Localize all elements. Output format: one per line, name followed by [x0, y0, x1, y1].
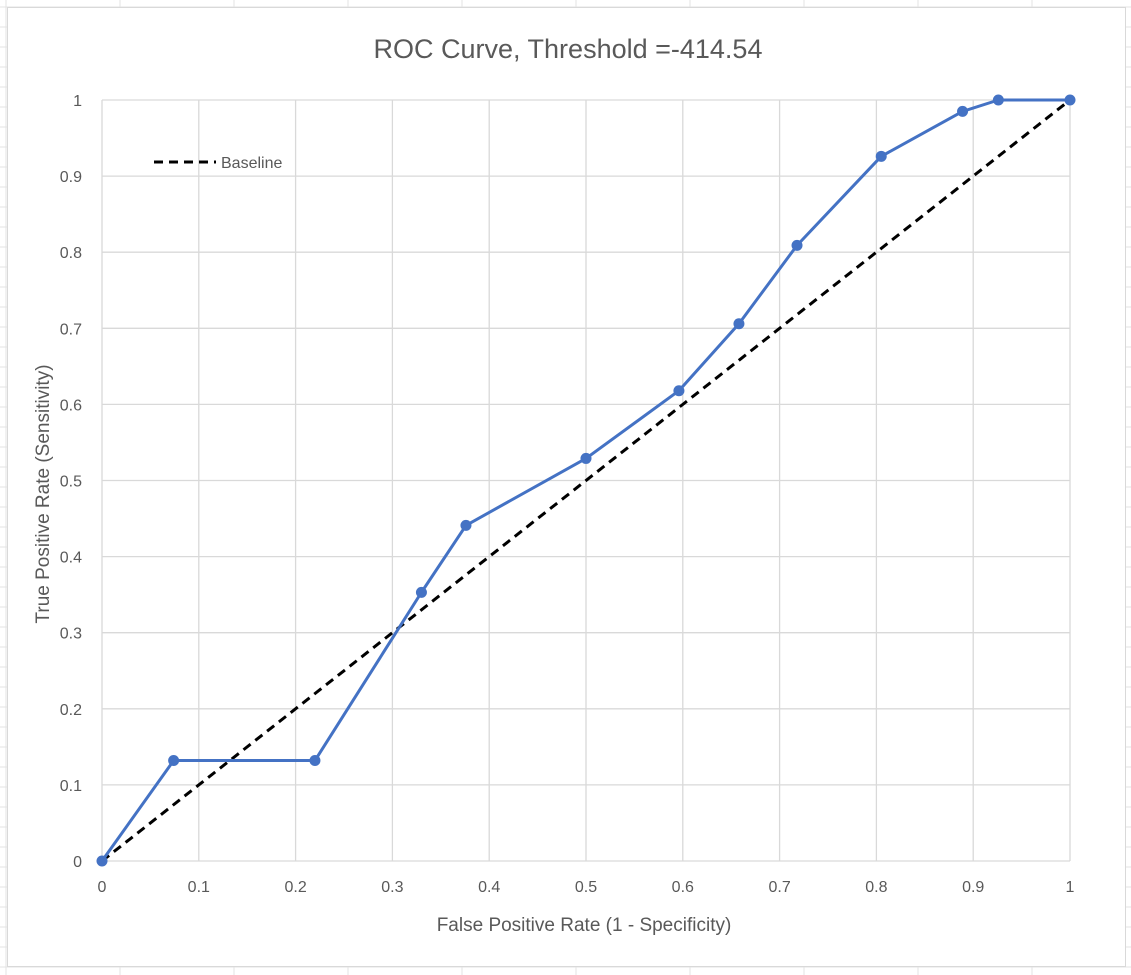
- x-axis-tick-labels: 0 0.1 0.2 0.3 0.4 0.5 0.6 0.7 0.8 0.9 1: [98, 879, 1075, 896]
- y-axis-title: True Positive Rate (Sensitivity): [33, 364, 54, 623]
- legend: Baseline: [154, 155, 282, 172]
- y-axis-tick-labels: 0 0.1 0.2 0.3 0.4 0.5 0.6 0.7 0.8 0.9 1: [60, 93, 82, 871]
- x-tick-label: 1: [1066, 879, 1075, 896]
- y-tick-label: 0.8: [60, 245, 82, 262]
- x-tick-label: 0: [98, 879, 107, 896]
- y-tick-label: 0.6: [60, 397, 82, 414]
- roc-data-point: [309, 755, 321, 767]
- roc-data-point: [733, 318, 745, 330]
- roc-data-point: [168, 755, 180, 767]
- plot-series: [96, 94, 1076, 867]
- y-tick-label: 0.4: [60, 550, 82, 567]
- roc-data-point: [580, 452, 592, 464]
- chart-title: ROC Curve, Threshold =-414.54: [374, 34, 763, 64]
- x-tick-label: 0.7: [768, 879, 790, 896]
- baseline-line: [101, 98, 1071, 863]
- y-tick-label: 1: [73, 93, 82, 110]
- x-tick-label: 0.5: [575, 879, 597, 896]
- x-axis-title: False Positive Rate (1 - Specificity): [437, 915, 732, 936]
- y-tick-label: 0.2: [60, 702, 82, 719]
- roc-data-point: [957, 105, 969, 117]
- x-tick-label: 0.6: [672, 879, 694, 896]
- roc-data-point: [875, 150, 887, 162]
- x-tick-label: 0.9: [962, 879, 984, 896]
- roc-data-point: [460, 519, 472, 531]
- roc-data-point: [96, 855, 108, 867]
- roc-chart: 0 0.1 0.2 0.3 0.4 0.5 0.6 0.7 0.8 0.9 1 0 0.1 0.2 0.3…: [33, 34, 1076, 936]
- roc-data-point: [415, 586, 427, 598]
- roc-data-point: [673, 385, 685, 397]
- y-tick-label: 0.5: [60, 474, 82, 491]
- roc-data-point: [992, 94, 1004, 106]
- legend-baseline-label: Baseline: [221, 155, 282, 172]
- x-tick-label: 0.4: [478, 879, 500, 896]
- roc-data-point: [1064, 94, 1076, 106]
- x-tick-label: 0.8: [865, 879, 887, 896]
- y-tick-label: 0.7: [60, 321, 82, 338]
- gridlines: [101, 99, 1071, 862]
- chart-area[interactable]: 0 0.1 0.2 0.3 0.4 0.5 0.6 0.7 0.8 0.9 1 0 0.1 0.2 0.3…: [7, 7, 1126, 967]
- x-tick-label: 0.1: [188, 879, 210, 896]
- y-tick-label: 0.9: [60, 169, 82, 186]
- x-tick-label: 0.2: [284, 879, 306, 896]
- y-tick-label: 0: [73, 854, 82, 871]
- x-tick-label: 0.3: [381, 879, 403, 896]
- y-tick-label: 0.1: [60, 778, 82, 795]
- y-tick-label: 0.3: [60, 626, 82, 643]
- roc-data-point: [791, 239, 803, 251]
